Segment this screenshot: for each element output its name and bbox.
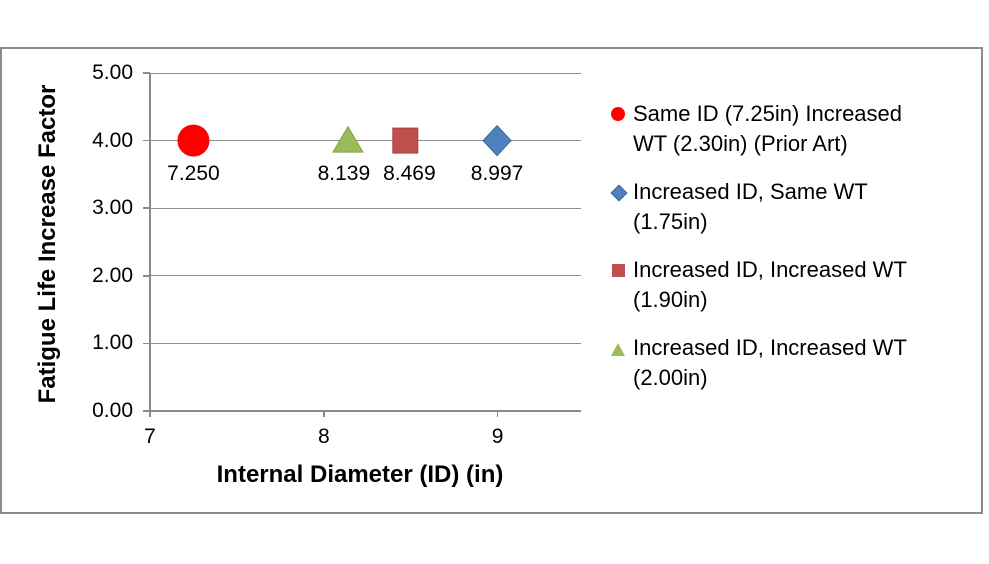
data-point-label: 7.250: [167, 162, 220, 185]
y-tick-label: 3.00: [92, 196, 133, 220]
y-tick-label: 4.00: [92, 128, 133, 152]
x-axis-tick: [149, 411, 151, 417]
y-tick-label: 5.00: [92, 61, 133, 84]
legend-item-label: Increased ID, Same WT (1.75in): [633, 179, 868, 234]
data-point-marker-square: [392, 127, 419, 154]
square-icon: [612, 264, 625, 277]
plot-markers: [177, 124, 512, 157]
legend-item-label: Increased ID, Increased WT (1.90in): [633, 257, 907, 312]
triangle-icon: [611, 343, 625, 356]
data-point-label: 8.997: [470, 162, 524, 185]
x-tick-label: 7: [144, 425, 156, 448]
data-point-marker-circle: [177, 124, 210, 157]
y-axis-tick: [143, 72, 150, 74]
legend-marker-diamond-icon: [610, 177, 628, 207]
data-point-marker-triangle: [332, 125, 364, 153]
y-axis-tick: [143, 139, 150, 142]
y-axis-tick: [143, 342, 150, 345]
y-axis-tick: [143, 275, 150, 277]
circle-icon: [611, 107, 625, 121]
legend-item: Increased ID, Increased WT (1.90in): [610, 255, 980, 315]
legend-item: Increased ID, Same WT (1.75in): [610, 177, 980, 237]
data-point-label: 8.139: [317, 162, 371, 185]
data-point-label: 8.469: [383, 162, 436, 185]
x-axis-title: Internal Diameter (ID) (in): [216, 461, 504, 488]
gridline: [150, 207, 581, 209]
legend-item: Increased ID, Increased WT (2.00in): [610, 333, 980, 393]
y-tick-label: 1.00: [92, 331, 133, 355]
gridline: [150, 140, 581, 142]
legend-item-label: Increased ID, Increased WT (2.00in): [633, 335, 907, 390]
y-tick-label: 2.00: [92, 263, 133, 287]
x-axis-tick: [496, 411, 499, 417]
legend-item: Same ID (7.25in) Increased WT (2.30in) (P…: [610, 99, 980, 159]
chart-frame: [0, 47, 983, 514]
y-axis-tick: [143, 207, 150, 209]
y-axis-title: Fatigue Life Increase Factor: [34, 84, 61, 404]
gridline: [150, 72, 581, 74]
legend-marker-circle-icon: [610, 99, 628, 129]
legend-marker-triangle-icon: [610, 333, 628, 363]
x-tick-label: 8: [317, 425, 330, 448]
data-point-marker-diamond: [482, 124, 512, 157]
gridline: [150, 342, 581, 344]
y-tick-label: 0.00: [92, 399, 133, 422]
chart-legend: Same ID (7.25in) Increased WT (2.30in) (P…: [610, 99, 980, 411]
legend-marker-square-icon: [610, 255, 628, 285]
x-tick-label: 9: [491, 425, 504, 448]
gridline: [150, 275, 581, 277]
x-axis-line: [150, 410, 581, 412]
y-axis-line: [149, 73, 151, 411]
diamond-icon: [610, 184, 628, 202]
legend-item-label: Same ID (7.25in) Increased WT (2.30in) (P…: [633, 101, 903, 156]
x-axis-tick: [323, 411, 325, 417]
y-axis-tick: [143, 410, 150, 412]
